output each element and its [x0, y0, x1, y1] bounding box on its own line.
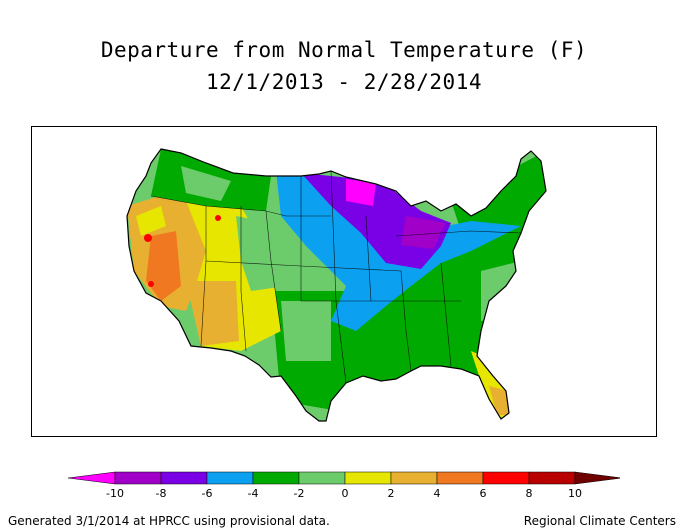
legend-tick-label: -4 [247, 487, 259, 500]
legend-tick-label: 2 [387, 487, 395, 500]
legend-tick-label: 6 [479, 487, 487, 500]
map-title: Departure from Normal Temperature (F) [100, 38, 588, 62]
legend-swatch [528, 471, 576, 485]
legend-swatch [160, 471, 208, 485]
legend-swatch [298, 471, 346, 485]
map-frame [31, 126, 657, 437]
state-borders [126, 148, 547, 422]
legend-tick-label: 10 [568, 487, 582, 500]
generated-note: Generated 3/1/2014 at HPRCC using provis… [8, 514, 330, 528]
legend-tick-label: -8 [155, 487, 167, 500]
us-temperature-map [126, 148, 547, 422]
legend-tick-label: 4 [433, 487, 441, 500]
legend-tick-label: -10 [106, 487, 124, 500]
legend-tick-label: -6 [201, 487, 213, 500]
legend-tick-label: 8 [525, 487, 533, 500]
legend-swatch [344, 471, 392, 485]
legend-swatch [436, 471, 484, 485]
legend-arrow-high [574, 471, 620, 485]
internal-borders [150, 170, 522, 384]
legend-tick-label: 0 [341, 487, 349, 500]
legend-swatch [114, 471, 162, 485]
color-scale-legend [67, 471, 620, 485]
legend-swatch [390, 471, 438, 485]
legend-swatch [252, 471, 300, 485]
temperature-anomaly-shading [127, 149, 546, 421]
source-credit: Regional Climate Centers [523, 514, 676, 528]
map-date-range: 12/1/2013 - 2/28/2014 [205, 70, 482, 94]
legend-tick-label: -2 [293, 487, 305, 500]
legend-arrow-low [67, 471, 116, 485]
legend-swatch [206, 471, 254, 485]
legend-swatch [482, 471, 530, 485]
